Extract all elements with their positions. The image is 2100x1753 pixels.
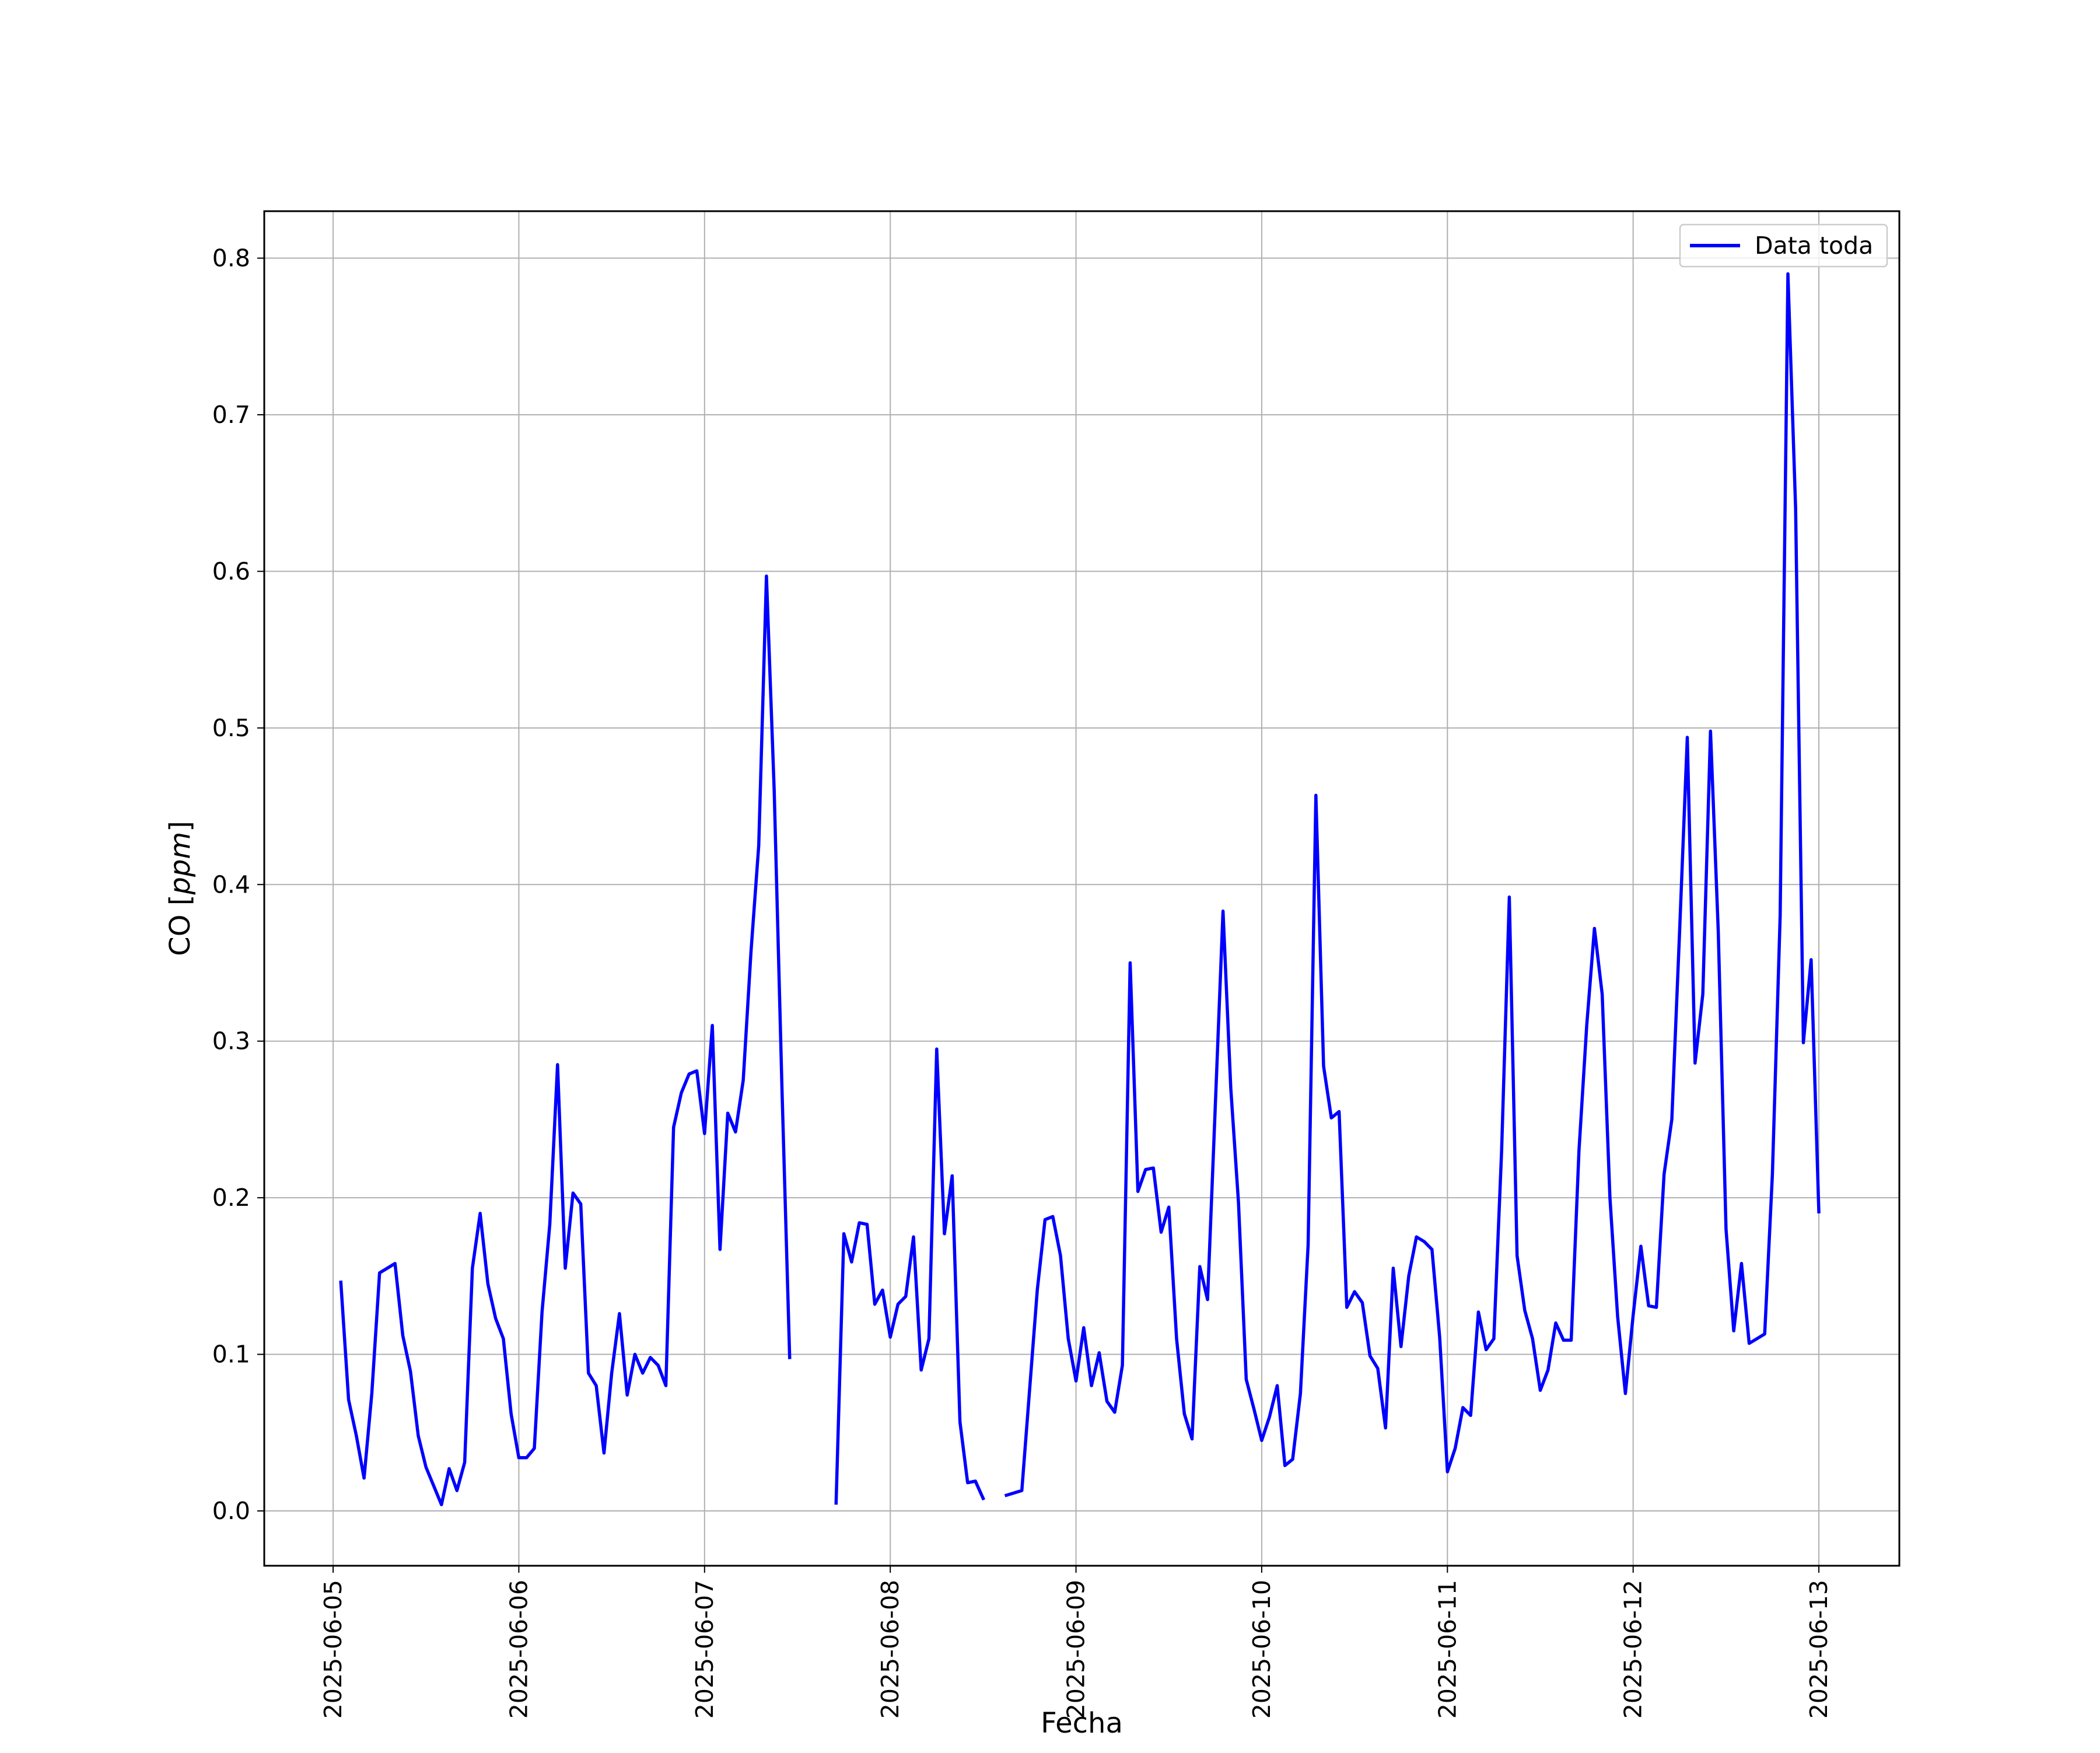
y-tick-label: 0.6 [212,557,250,585]
x-tick-label: 2025-06-10 [1248,1580,1276,1719]
series-line [339,574,792,1507]
series-line [1004,272,1821,1497]
plot-frame [263,210,1901,1567]
x-tick-label: 2025-06-13 [1805,1580,1833,1719]
y-tick-label: 0.4 [212,870,250,898]
series-line [834,1047,986,1505]
y-tick-label: 0.3 [212,1027,250,1055]
x-tick-label: 2025-06-09 [1062,1580,1090,1719]
y-tick-label: 0.0 [212,1497,250,1525]
legend-label: Data toda [1755,232,1873,260]
legend-box [1679,223,1888,268]
x-tick-label: 2025-06-05 [319,1580,347,1719]
y-tick-label: 0.5 [212,714,250,742]
series-layer [339,272,1821,1507]
y-tick-label: 0.8 [212,244,250,272]
x-tick-label: 2025-06-06 [505,1580,533,1719]
tick-layer: 0.0 0.1 0.2 0.3 0.4 0.5 0.6 0.7 0.8 2025-06-05 202… [212,244,1833,1719]
y-tick-label: 0.7 [212,401,250,429]
y-axis-title: CO [ppm] [164,821,197,956]
y-tick-label: 0.1 [212,1341,250,1369]
grid [264,211,1899,1566]
y-tick-label: 0.2 [212,1184,250,1212]
x-tick-label: 2025-06-07 [691,1580,719,1719]
x-tick-label: 2025-06-12 [1619,1580,1647,1719]
x-tick-label: 2025-06-08 [876,1580,904,1719]
legend: Data toda [1679,223,1888,268]
x-axis-title: Fecha [1041,1707,1123,1740]
x-tick-label: 2025-06-11 [1433,1580,1461,1719]
